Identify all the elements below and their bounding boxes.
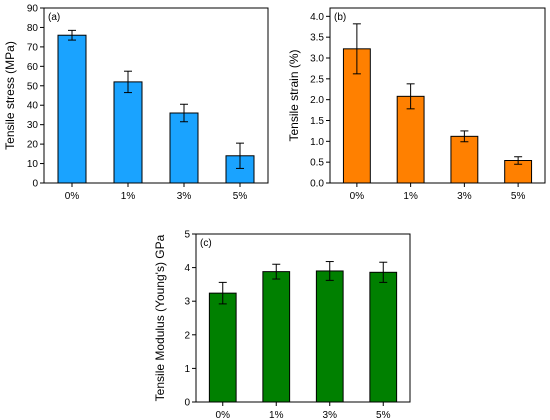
chart-tensile-strain: 0% 1% 3% 5% 0.0 0.5 1.0 1.5 2.0 2.5 3.0 3.5 4.0 (b) Te… [287,7,546,202]
x-tick-label: 0% [350,191,365,202]
x-tick-label: 3% [323,410,338,420]
y-tick-label: 3 [184,297,190,308]
bar-0% [208,292,237,403]
plot-frame [195,233,411,403]
y-tick-label: 0.5 [310,158,324,169]
bar-5% [369,271,398,403]
y-tick-label: 3.0 [310,54,324,65]
x-tick-label: 1% [403,191,418,202]
x-tick-label: 1% [269,410,284,420]
panel-label: (c) [200,238,212,249]
bar-3% [315,270,344,403]
bar-1% [396,95,425,184]
plot-frame [329,7,546,184]
y-tick-label: 2.5 [310,74,324,85]
y-axis-label: Tensile stress (MPa) [3,41,17,150]
x-tick-label: 1% [121,191,136,202]
x-tick-label: 5% [376,410,391,420]
plot-frame [43,7,269,184]
y-tick-label: 60 [27,62,39,73]
y-tick-label: 4.0 [310,12,324,23]
x-tick-label: 3% [457,191,472,202]
panel-label: (b) [334,12,346,23]
y-tick-label: 0 [32,179,38,190]
y-tick-label: 90 [27,4,39,15]
y-tick-label: 50 [27,81,39,92]
panel-label: (a) [48,12,60,23]
y-tick-label: 0 [184,398,190,409]
y-tick-label: 2 [184,330,190,341]
x-tick-label: 0% [216,410,231,420]
x-tick-label: 5% [511,191,526,202]
y-tick-label: 5 [184,230,190,241]
y-tick-label: 20 [27,140,39,151]
y-tick-label: 80 [27,23,39,34]
chart-tensile-stress: 0% 1% 3% 5% 0 10 20 30 40 50 60 70 80 90 (a) Tensile st… [3,4,269,202]
y-axis-label: Tensile strain (%) [287,49,301,141]
bar-1% [113,81,143,184]
y-tick-label: 1.0 [310,137,324,148]
chart-tensile-modulus: 0% 1% 3% 5% 0 1 2 3 4 5 (c) Tensile Modulus (Young'… [153,230,411,420]
y-tick-label: 40 [27,101,39,112]
y-tick-label: 1 [184,364,190,375]
y-tick-label: 1.5 [310,116,324,127]
bar-3% [450,135,479,184]
y-axis-label: Tensile Modulus (Young's) GPa [153,234,167,401]
bar-0% [57,34,87,184]
bar-3% [169,112,199,184]
y-tick-label: 0.0 [310,179,324,190]
bar-1% [262,271,291,403]
y-tick-label: 70 [27,42,39,53]
y-tick-label: 4 [184,263,190,274]
y-tick-label: 10 [27,159,39,170]
x-tick-label: 3% [177,191,192,202]
x-tick-label: 5% [233,191,248,202]
y-tick-label: 3.5 [310,33,324,44]
y-tick-label: 2.0 [310,95,324,106]
y-tick-label: 30 [27,120,39,131]
x-tick-label: 0% [65,191,80,202]
